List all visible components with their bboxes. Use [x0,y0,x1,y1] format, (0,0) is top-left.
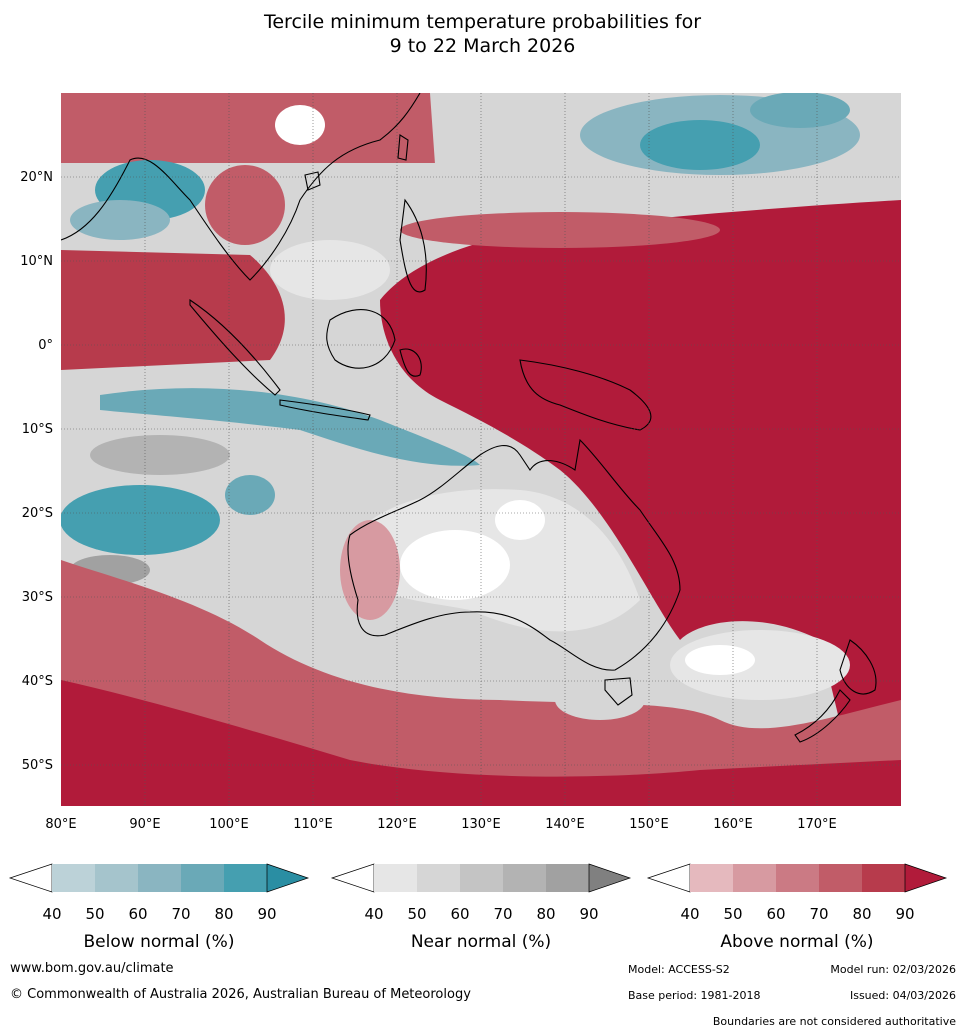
tick-near-90: 90 [579,905,599,923]
lon-label-110E: 110°E [293,817,333,832]
lon-label-160E: 160°E [713,817,753,832]
tick-above-50: 50 [723,905,743,923]
swatch-above-50-60 [733,864,776,892]
lon-label-120E: 120°E [377,817,417,832]
issued-text: Issued: 04/03/2026 [849,989,956,1002]
lat-label-40S: 40°S [22,674,53,689]
swatch-above-60-70 [776,864,819,892]
colorbar-above-swatches [646,863,948,893]
tick-below-70: 70 [171,905,191,923]
tick-above-40: 40 [680,905,700,923]
colorbar-below-normal: 40 50 60 70 80 90 Below normal (%) [8,855,310,965]
tick-above-70: 70 [809,905,829,923]
swatch-above-under [646,863,691,893]
lon-label-100E: 100°E [209,817,249,832]
lon-label-140E: 140°E [545,817,585,832]
java-coast [279,399,371,421]
colorbar-above-normal: 40 50 60 70 80 90 Above normal (%) [646,855,948,965]
coastlines [61,93,877,743]
lat-label-20N: 20°N [20,170,53,185]
tick-above-60: 60 [766,905,786,923]
base-period-text: Base period: 1981-2018 [628,989,761,1002]
lat-label-10S: 10°S [22,422,53,437]
tick-below-90: 90 [257,905,277,923]
lon-label-130E: 130°E [461,817,501,832]
philippines-coast [399,198,427,293]
colorbar-below-label: Below normal (%) [83,932,235,952]
australia-coast [347,438,681,671]
lat-label-30S: 30°S [22,590,53,605]
swatch-below-70-80 [181,864,224,892]
lon-label-90E: 90°E [129,817,160,832]
swatch-above-70-80 [819,864,862,892]
swatch-below-60-70 [138,864,181,892]
swatch-near-60-70 [460,864,503,892]
tick-below-80: 80 [214,905,234,923]
tick-near-40: 40 [364,905,384,923]
tick-below-60: 60 [128,905,148,923]
colorbar-near-swatches [330,863,632,893]
swatch-near-under [330,863,375,893]
hainan-coast [304,171,321,191]
new-zealand-south [794,689,851,743]
title-line-2: 9 to 22 March 2026 [389,35,576,57]
swatch-above-80-90 [862,864,905,892]
probability-field [61,93,901,806]
tick-above-80: 80 [852,905,872,923]
swatch-below-50-60 [95,864,138,892]
swatch-near-40-50 [374,864,417,892]
swatch-below-over [266,863,310,893]
swatch-below-40-50 [52,864,95,892]
swatch-above-over [904,863,948,893]
new-guinea-coast [519,359,652,431]
swatch-near-80-90 [546,864,589,892]
tick-near-60: 60 [450,905,470,923]
colorbar-below-swatches [8,863,310,893]
lon-label-150E: 150°E [629,817,669,832]
disclaimer-text: Boundaries are not considered authoritat… [712,1015,956,1028]
tick-near-70: 70 [493,905,513,923]
tick-below-50: 50 [85,905,105,923]
copyright-text: © Commonwealth of Australia 2026, Austra… [10,987,471,1002]
borneo-coast [326,309,396,369]
lat-label-50S: 50°S [22,758,53,773]
tasmania-coast [604,677,633,706]
lat-label-0: 0° [38,338,53,353]
lon-label-80E: 80°E [45,817,76,832]
swatch-near-70-80 [503,864,546,892]
colorbar-near-normal: 40 50 60 70 80 90 Near normal (%) [330,855,632,965]
lat-label-10N: 10°N [20,254,53,269]
model-run-text: Model run: 02/03/2026 [830,963,956,976]
forecast-map: 80°E 90°E 100°E 110°E 120°E 130°E 140°E … [20,93,901,832]
lon-label-170E: 170°E [797,817,837,832]
sulawesi-coast [399,348,422,377]
website-link[interactable]: www.bom.gov.au/climate [10,961,174,976]
tick-near-80: 80 [536,905,556,923]
model-text: Model: ACCESS-S2 [628,963,730,976]
title-line-1: Tercile minimum temperature probabilitie… [263,11,702,33]
tick-near-50: 50 [407,905,427,923]
graticule [61,93,901,806]
swatch-above-40-50 [690,864,733,892]
colorbar-near-label: Near normal (%) [410,932,552,952]
swatch-below-under [8,863,53,893]
taiwan-coast [397,134,409,161]
new-zealand-north [839,639,877,695]
tick-below-40: 40 [42,905,62,923]
swatch-below-80-90 [224,864,267,892]
map-title: Tercile minimum temperature probabilitie… [0,10,965,58]
swatch-near-50-60 [417,864,460,892]
swatch-near-over [588,863,632,893]
sumatra-coast [189,298,281,396]
lat-label-20S: 20°S [22,506,53,521]
tick-above-90: 90 [895,905,915,923]
mainland-asia-coast [61,93,421,281]
colorbar-above-label: Above normal (%) [720,932,874,952]
